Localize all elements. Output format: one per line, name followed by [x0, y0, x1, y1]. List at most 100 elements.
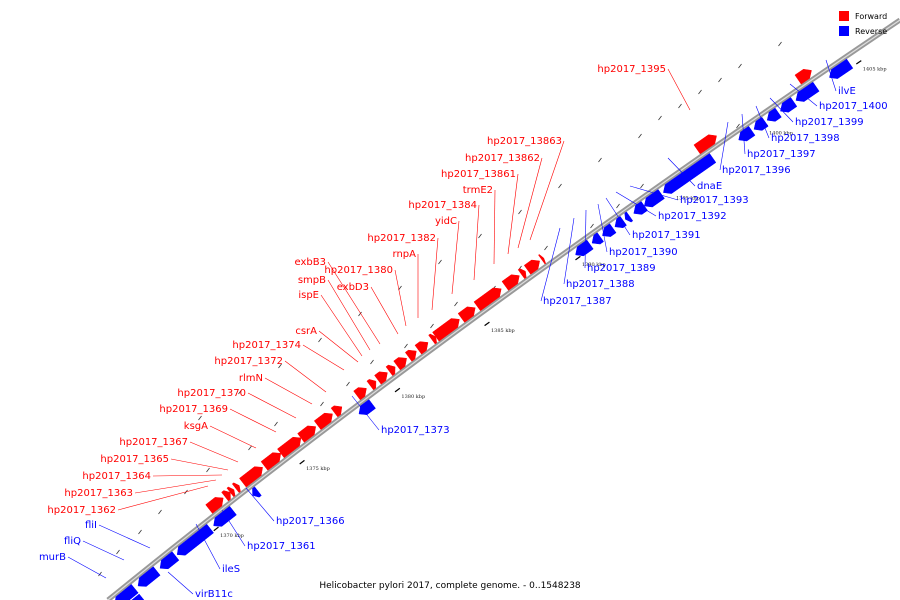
gene-arrow-hp2017_1398[interactable] — [766, 107, 782, 122]
gene-arrow-hp2017_1367[interactable] — [239, 466, 263, 488]
gene-label-murb[interactable]: murB — [39, 552, 66, 563]
gene-arrow-exbB3[interactable] — [393, 357, 407, 371]
gene-arrow-hp2017_1389[interactable] — [602, 223, 617, 237]
gene-arrow-hp2017_1361[interactable] — [213, 505, 237, 527]
gene-label-ispe[interactable]: ispE — [298, 290, 319, 301]
gene-arrow-smpB[interactable] — [385, 364, 396, 376]
gene-label-hp2017-1382[interactable]: hp2017_1382 — [367, 233, 436, 244]
gene-arrow-hp2017_1390[interactable] — [614, 215, 627, 229]
gene-arrow-exbD3[interactable] — [404, 349, 417, 362]
gene-arrow-virB11c[interactable] — [122, 593, 145, 600]
gene-arrow-hp2017_1397[interactable] — [753, 116, 769, 131]
gene-arrow-trmE2[interactable] — [501, 274, 520, 291]
gene-arrow-rnpA[interactable] — [428, 333, 437, 345]
gene-label-hp2017-1366[interactable]: hp2017_1366 — [276, 516, 345, 527]
gene-label-ksga[interactable]: ksgA — [184, 421, 208, 432]
gene-label-hp2017-1390[interactable]: hp2017_1390 — [609, 247, 678, 258]
gene-label-hp2017-1395[interactable]: hp2017_1395 — [597, 64, 666, 75]
gene-label-hp2017-1384[interactable]: hp2017_1384 — [408, 200, 477, 211]
gene-arrow-hp2017_1382[interactable] — [432, 318, 460, 342]
gene-arrow-ileS[interactable] — [176, 523, 214, 556]
tick-mark-1375 — [299, 459, 305, 465]
gene-label-hp2017-1370[interactable]: hp2017_1370 — [177, 388, 246, 399]
gene-label-hp2017-1388[interactable]: hp2017_1388 — [566, 279, 635, 290]
gene-arrow-hp2017_1391[interactable] — [624, 211, 634, 223]
gene-arrow-hp2017_1392[interactable] — [633, 201, 648, 215]
gene-label-hp2017-1399[interactable]: hp2017_1399 — [795, 117, 864, 128]
gene-arrow-hp2017_1366[interactable] — [252, 486, 262, 498]
gene-arrow-hp2017_1396[interactable] — [738, 125, 756, 142]
gene-label-hp2017-1364[interactable]: hp2017_1364 — [82, 471, 151, 482]
gene-label-hp2017-1396[interactable]: hp2017_1396 — [722, 165, 791, 176]
gene-arrow-ispE[interactable] — [374, 371, 388, 385]
gene-label-hp2017-1365[interactable]: hp2017_1365 — [100, 454, 169, 465]
gene-label-hp2017-13861[interactable]: hp2017_13861 — [441, 169, 516, 180]
gene-label-hp2017-1397[interactable]: hp2017_1397 — [747, 149, 816, 160]
gene-label-trme2[interactable]: trmE2 — [463, 185, 493, 196]
gene-label-hp2017-1391[interactable]: hp2017_1391 — [632, 230, 701, 241]
gene-arrow-fwd-extra[interactable] — [794, 68, 812, 85]
gene-arrow-hp2017_1369[interactable] — [277, 436, 302, 459]
gene-label-hp2017-1369[interactable]: hp2017_1369 — [159, 404, 228, 415]
gene-arrow-fliQ[interactable] — [137, 566, 161, 587]
gene-arrow-dnaE[interactable] — [663, 153, 717, 194]
gene-label-dnae[interactable]: dnaE — [697, 181, 722, 192]
gene-label-hp2017-13862[interactable]: hp2017_13862 — [465, 153, 540, 164]
gene-arrow-hp2017_13862[interactable] — [523, 259, 540, 275]
gene-label-hp2017-1373[interactable]: hp2017_1373 — [381, 425, 450, 436]
gene-label-exbd3[interactable]: exbD3 — [337, 282, 369, 293]
gene-arrow-hp2017_1365[interactable] — [231, 482, 241, 493]
gene-arrow-csrA[interactable] — [366, 379, 377, 391]
gene-label-hp2017-1387[interactable]: hp2017_1387 — [543, 296, 612, 307]
gene-arrow-hp2017_1388[interactable] — [591, 232, 604, 245]
gene-arrow-hp2017_1399[interactable] — [780, 97, 798, 113]
gene-arrow-hp2017_1373[interactable] — [358, 399, 376, 415]
gene-arrow-hp2017_1362[interactable] — [205, 497, 224, 514]
gene-label-csra[interactable]: csrA — [295, 326, 317, 337]
gene-arrow-hp2017_13861[interactable] — [517, 268, 527, 279]
gene-arrow-hp2017_1363[interactable] — [221, 490, 231, 502]
gene-arrow-hp2017_1387[interactable] — [575, 239, 594, 257]
gene-label-hp2017-13863[interactable]: hp2017_13863 — [487, 136, 562, 147]
gene-arrow-hp2017_1364[interactable] — [226, 486, 236, 498]
gene-arrow-ilvE[interactable] — [829, 58, 854, 79]
gene-label-flii[interactable]: fliI — [85, 520, 97, 531]
gene-arrow-yidC[interactable] — [457, 306, 476, 323]
gene-arrow-hp2017_1400[interactable] — [795, 81, 820, 102]
gene-arrow-ksgA[interactable] — [260, 452, 282, 471]
gene-label-hp2017-1389[interactable]: hp2017_1389 — [587, 263, 656, 274]
leader-virb11c — [167, 571, 194, 595]
gene-label-exbb3[interactable]: exbB3 — [295, 257, 326, 268]
gene-label-virb11c[interactable]: virB11c — [195, 589, 233, 600]
gene-label-hp2017-1374[interactable]: hp2017_1374 — [232, 340, 301, 351]
gene-label-hp2017-1361[interactable]: hp2017_1361 — [247, 541, 316, 552]
gene-label-iles[interactable]: ileS — [222, 564, 240, 575]
gene-label-ilve[interactable]: ilvE — [838, 86, 856, 97]
gene-label-hp2017-1398[interactable]: hp2017_1398 — [771, 133, 840, 144]
gene-label-rlmn[interactable]: rlmN — [239, 373, 263, 384]
bg-tick-13 — [454, 301, 458, 307]
gene-arrow-rlmN[interactable] — [313, 412, 333, 430]
gene-arrow-hp2017_1372[interactable] — [330, 405, 343, 418]
gene-arrow-hp2017_1393[interactable] — [644, 189, 665, 208]
gene-arrow-hp2017_1395[interactable] — [693, 134, 717, 155]
gene-label-smpb[interactable]: smpB — [298, 275, 326, 286]
gene-label-hp2017-1392[interactable]: hp2017_1392 — [658, 211, 727, 222]
gene-label-hp2017-1363[interactable]: hp2017_1363 — [64, 488, 133, 499]
gene-arrow-hp2017_13863[interactable] — [538, 254, 547, 265]
gene-arrow-hp2017_1380[interactable] — [414, 341, 429, 355]
gene-arrow-fliI[interactable] — [159, 551, 180, 570]
gene-label-hp2017-1393[interactable]: hp2017_1393 — [680, 195, 749, 206]
gene-arrow-hp2017_1384[interactable] — [473, 287, 502, 312]
gene-label-yidc[interactable]: yidC — [435, 216, 457, 227]
gene-arrow-hp2017_1374[interactable] — [353, 387, 367, 401]
gene-label-hp2017-1400[interactable]: hp2017_1400 — [819, 101, 888, 112]
gene-label-fliq[interactable]: fliQ — [64, 536, 81, 547]
gene-arrow-murB[interactable] — [115, 583, 139, 600]
gene-label-rnpa[interactable]: rnpA — [393, 249, 417, 260]
gene-label-hp2017-1372[interactable]: hp2017_1372 — [214, 356, 283, 367]
gene-label-hp2017-1380[interactable]: hp2017_1380 — [324, 265, 393, 276]
gene-label-hp2017-1367[interactable]: hp2017_1367 — [119, 437, 188, 448]
gene-arrow-hp2017_1370[interactable] — [297, 425, 317, 443]
gene-label-hp2017-1362[interactable]: hp2017_1362 — [47, 505, 116, 516]
